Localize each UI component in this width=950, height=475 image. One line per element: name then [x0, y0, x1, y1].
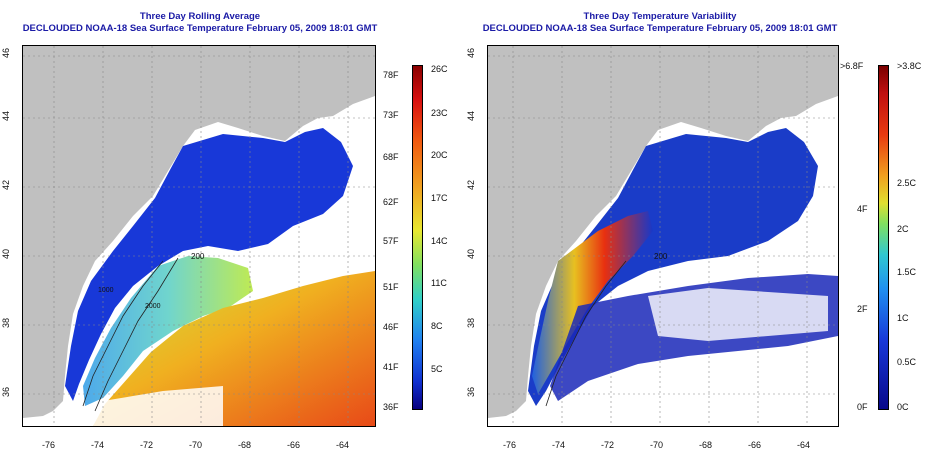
left-colorbar — [412, 65, 423, 410]
left-sst-map[interactable]: 200 2000 1000 — [22, 45, 376, 427]
colorbar-f-label: >6.8F — [840, 61, 864, 71]
colorbar-c-label: 8C — [431, 321, 443, 331]
colorbar-f-label: 41F — [383, 362, 399, 372]
colorbar-f-label: 73F — [383, 110, 399, 120]
contour-label: 200 — [191, 252, 205, 261]
lat-tick: 38 — [1, 317, 12, 329]
cold-water — [65, 128, 353, 401]
right-map-svg: 200 — [488, 46, 838, 426]
bathymetry-contour — [545, 260, 627, 407]
lon-tick: -74 — [91, 440, 105, 450]
colorbar-f-label: 36F — [383, 402, 399, 412]
land-mass — [488, 46, 838, 418]
colorbar-f-label: 2F — [857, 304, 868, 314]
colorbar-f-label: 0F — [857, 402, 868, 412]
colorbar-f-label: 62F — [383, 197, 399, 207]
right-title-line2: DECLOUDED NOAA-18 Sea Surface Temperatur… — [482, 23, 838, 34]
lat-tick: 42 — [1, 179, 12, 191]
cloud-patch — [93, 386, 223, 426]
lon-tick: -76 — [42, 440, 56, 450]
lon-tick: -74 — [552, 440, 566, 450]
cloud-patch — [648, 288, 828, 341]
bathymetry-contour — [82, 260, 164, 407]
lat-tick: 42 — [466, 179, 477, 191]
lat-tick: 40 — [1, 248, 12, 260]
lon-tick: -64 — [797, 440, 811, 450]
colorbar-c-label: 20C — [431, 150, 448, 160]
lat-tick: 36 — [1, 386, 12, 398]
warm-water — [93, 271, 375, 426]
lon-tick: -72 — [140, 440, 154, 450]
lat-tick: 38 — [466, 317, 477, 329]
cloud-patch — [648, 351, 838, 426]
lon-tick: -68 — [699, 440, 713, 450]
lat-tick: 36 — [466, 386, 477, 398]
colorbar-f-label: 4F — [857, 204, 868, 214]
lon-tick: -72 — [601, 440, 615, 450]
colorbar-f-label: 78F — [383, 70, 399, 80]
colorbar-c-label: 0C — [897, 402, 909, 412]
lon-tick: -70 — [650, 440, 664, 450]
lon-tick: -68 — [238, 440, 252, 450]
right-colorbar — [878, 65, 889, 410]
colorbar-c-label: 1.5C — [897, 267, 917, 277]
contour-label: 2000 — [145, 303, 161, 310]
map-grid — [23, 46, 375, 426]
lat-tick: 40 — [466, 248, 477, 260]
colorbar-c-label: 2.5C — [897, 178, 917, 188]
colorbar-f-label: 46F — [383, 322, 399, 332]
land-mass — [23, 46, 375, 418]
colorbar-c-label: 23C — [431, 108, 448, 118]
colorbar-c-label: 2C — [897, 224, 909, 234]
lat-tick: 46 — [466, 47, 477, 59]
right-title-line1: Three Day Temperature Variability — [583, 11, 737, 22]
colorbar-c-label: 5C — [431, 364, 443, 374]
lon-tick: -66 — [287, 440, 301, 450]
left-title-line1: Three Day Rolling Average — [139, 11, 261, 22]
contour-label: 200 — [654, 252, 668, 261]
left-title-line2: DECLOUDED NOAA-18 Sea Surface Temperatur… — [22, 23, 378, 34]
lat-tick: 44 — [1, 110, 12, 122]
shelf-water — [83, 256, 253, 406]
lon-tick: -70 — [189, 440, 203, 450]
left-map-svg: 200 2000 1000 — [23, 46, 375, 426]
colorbar-c-label: 17C — [431, 193, 448, 203]
colorbar-c-label: >3.8C — [897, 61, 922, 71]
colorbar-c-label: 1C — [897, 313, 909, 323]
bathymetry-contour — [94, 257, 179, 412]
lon-tick: -66 — [748, 440, 762, 450]
lat-tick: 44 — [466, 110, 477, 122]
colorbar-c-label: 26C — [431, 64, 448, 74]
low-variability-water — [528, 128, 818, 406]
lon-tick: -76 — [503, 440, 517, 450]
high-variability-shelf — [532, 211, 653, 394]
colorbar-c-label: 14C — [431, 236, 448, 246]
colorbar-f-label: 57F — [383, 236, 399, 246]
colorbar-c-label: 0.5C — [897, 357, 917, 367]
colorbar-f-label: 68F — [383, 152, 399, 162]
colorbar-c-label: 11C — [431, 278, 447, 288]
lat-tick: 46 — [1, 47, 12, 59]
map-grid — [488, 46, 838, 426]
cloud-patch — [253, 231, 375, 296]
lon-tick: -64 — [336, 440, 350, 450]
colorbar-f-label: 51F — [383, 282, 399, 292]
contour-label: 1000 — [98, 287, 114, 294]
right-variability-map[interactable]: 200 — [487, 45, 839, 427]
